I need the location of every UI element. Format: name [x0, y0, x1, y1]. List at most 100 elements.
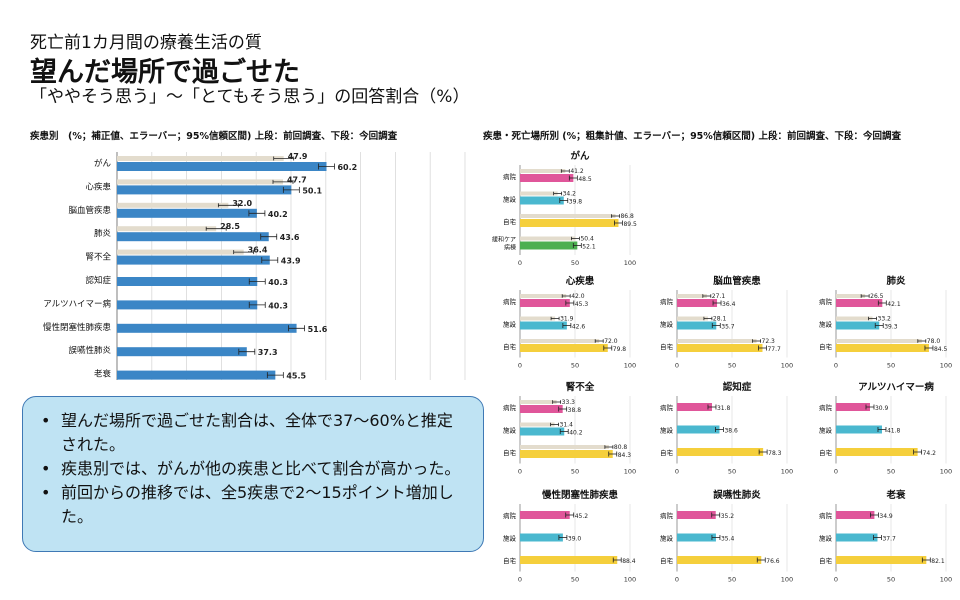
value-label-curr: 84.3 — [618, 452, 632, 459]
bar-prev — [677, 316, 708, 321]
summary-note-box: 望んだ場所で過ごせた割合は、全体で37～60%と推定された。 疾患別では、がんが… — [22, 396, 484, 552]
bar-curr — [520, 556, 618, 564]
x-tick-label: 100 — [624, 576, 636, 584]
category-label: 自宅 — [503, 556, 517, 565]
category-label: 施設 — [819, 534, 833, 543]
category-label: 病棟 — [504, 244, 516, 252]
bar-curr — [520, 219, 619, 227]
category-label: 自宅 — [503, 217, 517, 226]
category-label: 心疾患 — [85, 181, 111, 192]
bar-curr — [836, 511, 875, 519]
x-tick-label: 100 — [624, 468, 636, 476]
title-line-1: 死亡前1カ月間の療養生活の質 — [30, 33, 262, 53]
category-label: 病院 — [660, 403, 674, 412]
value-label-curr: 76.6 — [766, 558, 780, 565]
bar-curr — [677, 299, 718, 307]
value-label-prev: 36.4 — [248, 246, 268, 255]
value-label-curr: 39.0 — [568, 536, 582, 543]
bar-prev — [836, 316, 873, 321]
value-label-prev: 33.3 — [562, 399, 576, 406]
value-label-curr: 45.2 — [575, 513, 589, 520]
category-label: 施設 — [819, 320, 833, 329]
panel-title: 誤嚥性肺炎 — [713, 489, 761, 501]
category-label: 施設 — [503, 320, 517, 329]
bar-curr — [836, 425, 882, 434]
bar-curr — [520, 450, 613, 458]
value-label-curr: 60.2 — [337, 163, 357, 172]
bar-curr — [836, 344, 929, 352]
category-label: 自宅 — [660, 448, 674, 457]
title-line-3: 「ややそう思う」～「とてもそう思う」の回答割合（%） — [30, 87, 470, 107]
category-label: 施設 — [660, 534, 674, 543]
note-item: 前回からの推移では、全5疾患で2～15ポイント増加した。 — [39, 481, 465, 529]
x-tick-label: 0 — [518, 468, 522, 476]
bar-curr — [836, 321, 880, 330]
bar-curr — [836, 299, 883, 307]
value-label-curr: 39.3 — [884, 324, 898, 331]
bar-curr — [836, 556, 927, 564]
value-label-prev: 32.0 — [232, 199, 252, 208]
x-tick-label: 100 — [940, 362, 952, 370]
bar-curr — [117, 277, 258, 286]
value-label-curr: 38.6 — [724, 428, 738, 435]
panel-title: がん — [570, 150, 590, 162]
bar-curr — [520, 405, 563, 413]
bar-curr — [677, 403, 712, 411]
value-label-prev: 72.0 — [604, 338, 618, 345]
value-label-curr: 40.3 — [268, 301, 288, 310]
value-label-prev: 34.2 — [563, 191, 577, 198]
x-tick-label: 100 — [781, 362, 793, 370]
bar-prev — [117, 202, 229, 208]
value-label-curr: 37.7 — [882, 536, 896, 543]
x-tick-label: 50 — [571, 259, 579, 267]
bar-curr — [117, 255, 270, 265]
bar-curr — [677, 556, 762, 564]
x-tick-label: 0 — [675, 362, 679, 370]
value-label-curr: 45.5 — [286, 372, 306, 380]
panel-title: 慢性閉塞性肺疾患 — [542, 489, 619, 501]
bar-curr — [117, 300, 258, 310]
category-label: 慢性閉塞性肺疾患 — [43, 322, 112, 333]
bar-prev — [520, 339, 600, 343]
category-label: 老衰 — [94, 369, 112, 380]
bar-curr — [117, 370, 276, 380]
bar-curr — [117, 208, 257, 218]
x-tick-label: 0 — [834, 362, 838, 370]
value-label-curr: 36.4 — [722, 301, 736, 308]
value-label-curr: 51.6 — [308, 325, 328, 334]
disease-bar-chart: 0102030405060708090100がん47.960.2心疾患47.75… — [43, 152, 466, 380]
category-label: 自宅 — [660, 556, 674, 565]
category-label: 施設 — [660, 320, 674, 329]
x-tick-label: 50 — [887, 468, 895, 476]
bar-prev — [520, 191, 558, 196]
value-label-curr: 35.4 — [721, 536, 735, 543]
value-label-curr: 35.2 — [721, 513, 735, 520]
value-label-prev: 50.4 — [580, 236, 594, 243]
value-label-curr: 89.5 — [623, 221, 637, 228]
x-tick-label: 0 — [675, 576, 679, 584]
x-tick-label: 50 — [571, 362, 579, 370]
value-label-prev: 47.9 — [288, 152, 308, 161]
category-label: 腎不全 — [85, 252, 111, 263]
bar-curr — [520, 174, 574, 182]
x-tick-label: 0 — [518, 362, 522, 370]
value-label-prev: 31.9 — [560, 316, 574, 323]
category-label: がん — [94, 158, 112, 169]
x-tick-label: 0 — [834, 576, 838, 584]
bar-prev — [520, 236, 576, 241]
panel-title: 肺炎 — [885, 275, 906, 287]
bar-curr — [117, 162, 327, 171]
value-label-curr: 48.5 — [578, 176, 592, 183]
bar-curr — [677, 344, 763, 352]
bar-curr — [520, 533, 563, 542]
value-label-prev: 27.1 — [712, 293, 726, 300]
bar-prev — [677, 339, 757, 343]
bar-prev — [520, 214, 616, 218]
x-tick-label: 100 — [624, 362, 636, 370]
panel-title: 心疾患 — [566, 275, 595, 287]
bar-curr — [520, 344, 608, 352]
category-label: 施設 — [660, 426, 674, 435]
value-label-prev: 80.8 — [614, 444, 628, 451]
right-chart-subtitle: 疾患・死亡場所別 (%；粗集計値、エラーバー；95%信頼区間) 上段：前回調査、… — [483, 131, 901, 142]
value-label-curr: 40.2 — [569, 430, 583, 437]
